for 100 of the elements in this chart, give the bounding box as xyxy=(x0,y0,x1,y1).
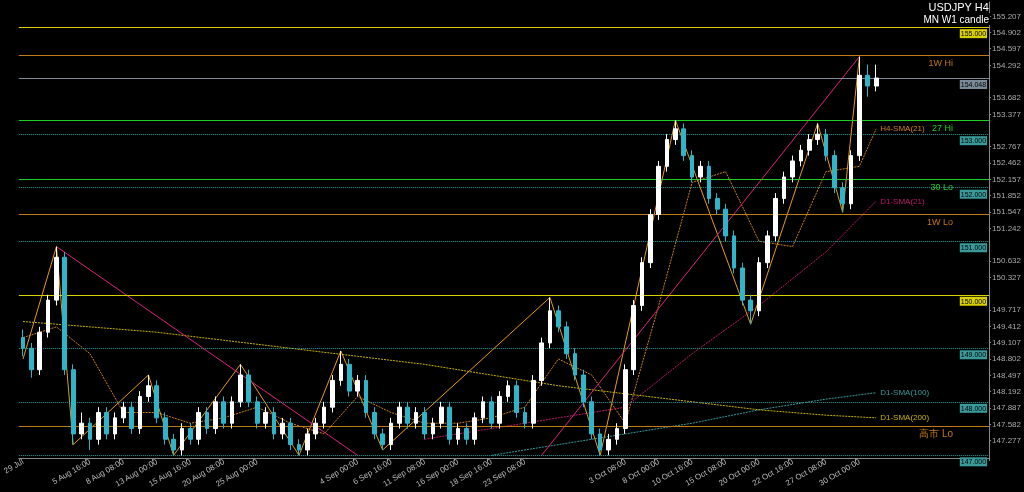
y-tick-label: 149.717 xyxy=(992,305,1022,315)
y-tick-label: 149.107 xyxy=(992,338,1022,348)
candlestick xyxy=(88,417,92,451)
candlestick xyxy=(154,379,159,424)
candlestick xyxy=(840,181,845,213)
candlestick xyxy=(732,230,736,274)
candlestick xyxy=(288,417,293,451)
candlestick xyxy=(263,406,268,430)
candlestick xyxy=(723,203,728,242)
candlestick xyxy=(138,390,142,435)
candlestick xyxy=(539,337,544,387)
candlestick xyxy=(472,412,477,446)
candlestick xyxy=(104,406,109,440)
candlestick xyxy=(397,401,402,430)
series-label: D1-SMA(200) xyxy=(880,413,930,423)
ref-line-label: 1W Lo xyxy=(927,216,954,227)
candlestick xyxy=(489,395,494,430)
ref-line-label: 27 Hi xyxy=(932,122,954,133)
candlestick xyxy=(464,422,469,446)
candlestick xyxy=(255,395,260,430)
y-tick-label: 148.802 xyxy=(992,354,1022,364)
candlestick xyxy=(29,342,34,379)
candlestick xyxy=(606,433,611,456)
chart-title: USDJPY H4 xyxy=(928,0,989,13)
candlestick xyxy=(665,133,669,173)
candlestick xyxy=(673,119,678,146)
candlestick xyxy=(238,363,243,408)
y-tick-label: 151.242 xyxy=(992,223,1022,233)
candlestick xyxy=(707,160,711,205)
candlestick xyxy=(765,230,770,269)
line-series xyxy=(22,321,877,419)
y-tick-label: 150.327 xyxy=(992,272,1022,282)
candlestick xyxy=(422,406,427,440)
candlestick xyxy=(506,379,510,403)
candlestick xyxy=(799,144,803,167)
candlestick xyxy=(656,160,661,221)
candlestick xyxy=(305,428,310,456)
y-tick-label: 148.192 xyxy=(992,387,1022,397)
candlestick xyxy=(556,304,561,333)
candlestick xyxy=(832,149,837,194)
candlestick xyxy=(623,363,628,435)
candlestick xyxy=(46,294,50,339)
y-tick-label: 153.377 xyxy=(992,109,1022,119)
candlestick xyxy=(180,422,184,456)
y-tick-label: 154.292 xyxy=(992,60,1022,70)
candlestick xyxy=(372,406,377,440)
candlestick xyxy=(322,401,326,430)
line-series xyxy=(423,200,877,440)
candlestick xyxy=(598,428,602,456)
candlestick xyxy=(272,406,276,440)
candlestick xyxy=(313,417,318,440)
y-tick-label: 154.902 xyxy=(992,27,1022,37)
ref-line-label: 30 Lo xyxy=(930,181,954,192)
y-tick-label: 151.547 xyxy=(992,207,1022,217)
candlestick xyxy=(523,406,527,430)
candlestick xyxy=(330,374,335,414)
y-tick-label: 147.582 xyxy=(992,419,1022,429)
candlestick xyxy=(824,128,828,162)
candlestick xyxy=(849,149,853,210)
candlestick xyxy=(773,192,778,242)
candlestick xyxy=(96,406,101,446)
candlestick xyxy=(280,417,285,440)
candlestick xyxy=(648,208,653,269)
candlestick xyxy=(113,412,117,440)
y-tick-label: 152.462 xyxy=(992,158,1022,168)
candlestick xyxy=(874,64,879,92)
candlestick xyxy=(715,192,720,215)
y-tick-label: 150.632 xyxy=(992,256,1022,266)
candlestick xyxy=(414,406,418,430)
candlestick xyxy=(347,358,352,397)
candlestick xyxy=(748,294,753,325)
x-tick-label: 29 Jul xyxy=(2,456,26,476)
line-series xyxy=(22,128,877,435)
candlestick xyxy=(757,256,761,317)
candlestick xyxy=(615,422,619,446)
candlestick xyxy=(54,246,59,306)
candlestick xyxy=(790,155,795,183)
y-tick-label: 152.157 xyxy=(992,174,1022,184)
candlestick xyxy=(640,256,644,312)
candlestick xyxy=(807,133,812,157)
candlestick xyxy=(865,64,870,98)
candlestick xyxy=(221,395,226,430)
candlestick xyxy=(188,422,193,446)
candlestick xyxy=(205,406,209,435)
candlestick xyxy=(815,122,820,146)
candlestick xyxy=(456,422,460,446)
text: MN W1 candle xyxy=(923,13,990,25)
y-tick-label: 153.682 xyxy=(992,93,1022,103)
y-tick-label: 152.767 xyxy=(992,142,1022,152)
candlestick xyxy=(589,395,594,440)
candlestick xyxy=(531,374,536,430)
y-tick-label: 148.497 xyxy=(992,370,1022,380)
candlestick xyxy=(581,369,586,408)
y-tick-label: 149.412 xyxy=(992,321,1022,331)
candlestick xyxy=(171,433,176,456)
y-tick-label: 154.597 xyxy=(992,44,1022,54)
ref-line-label: 1W Hi xyxy=(928,58,954,69)
candlestick xyxy=(389,417,393,451)
y-tick-label: 147.887 xyxy=(992,403,1022,413)
candlestick xyxy=(681,122,686,162)
